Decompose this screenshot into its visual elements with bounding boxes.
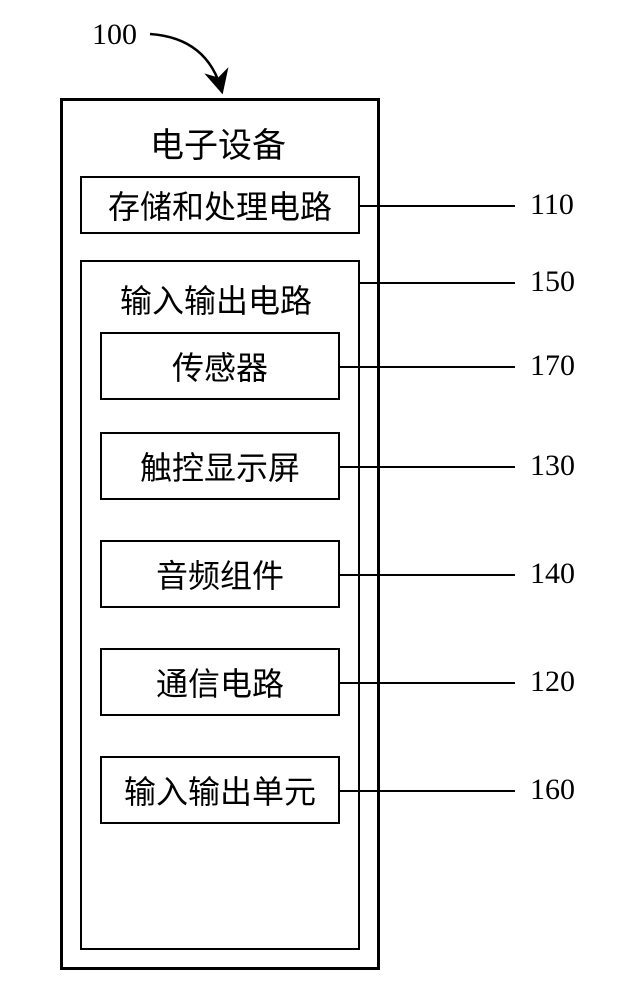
block-touch-display: 触控显示屏 [100, 432, 340, 500]
block-160-text: 输入输出单元 [124, 767, 316, 813]
outer-title: 电子设备 [150, 118, 286, 167]
ref-label-130: 130 [530, 449, 575, 483]
block-110-text: 存储和处理电路 [108, 182, 332, 228]
ref-label-150: 150 [530, 265, 575, 299]
block-120-text: 通信电路 [156, 659, 284, 705]
leader-130 [340, 466, 515, 468]
arrow-100 [130, 20, 260, 110]
block-audio: 音频组件 [100, 540, 340, 608]
ref-label-160: 160 [530, 773, 575, 807]
ref-label-140: 140 [530, 557, 575, 591]
block-130-text: 触控显示屏 [140, 443, 300, 489]
ref-label-170: 170 [530, 349, 575, 383]
ref-label-120: 120 [530, 665, 575, 699]
leader-170 [340, 366, 515, 368]
io-title: 输入输出电路 [120, 276, 312, 322]
leader-140 [340, 574, 515, 576]
block-io-unit: 输入输出单元 [100, 756, 340, 824]
block-sensor: 传感器 [100, 332, 340, 400]
diagram-canvas: 100 电子设备 存储和处理电路 110 输入输出电路 150 传感器 170 … [0, 0, 639, 1000]
leader-160 [340, 790, 515, 792]
block-storage-processing: 存储和处理电路 [80, 176, 360, 234]
leader-120 [340, 682, 515, 684]
ref-label-110: 110 [530, 188, 574, 222]
block-comm: 通信电路 [100, 648, 340, 716]
block-170-text: 传感器 [172, 343, 268, 389]
leader-150 [360, 282, 515, 284]
block-140-text: 音频组件 [156, 551, 284, 597]
leader-110 [360, 205, 515, 207]
